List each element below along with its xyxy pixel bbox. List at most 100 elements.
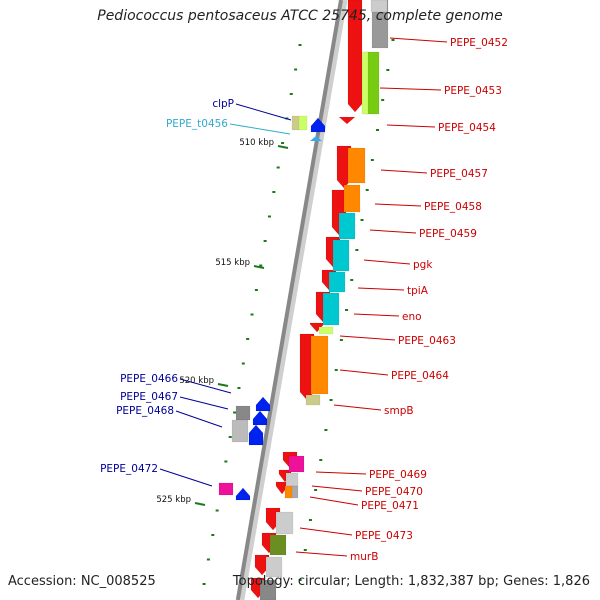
- gene-cog-box: [322, 292, 340, 326]
- leader-line-red: [311, 485, 363, 492]
- gene-arrow-blue: [255, 396, 271, 412]
- tick-dot: [281, 142, 285, 144]
- gene-cog-box: [370, 0, 388, 13]
- tick-dot: [254, 289, 258, 291]
- tick-dot: [319, 459, 323, 461]
- leader-line-left: [175, 410, 223, 428]
- kbp-tick: [194, 502, 206, 506]
- tick-dot: [355, 249, 359, 251]
- leader-line-red: [295, 551, 348, 557]
- gene-arrow-red: [254, 554, 270, 576]
- leader-line-red: [309, 496, 359, 506]
- gene-label-left: PEPE_0466: [120, 373, 178, 385]
- kbp-tick: [253, 265, 265, 269]
- gene-cog-box: [231, 419, 249, 443]
- gene-cog-box: [291, 485, 299, 499]
- gene-cog-box: [318, 326, 334, 335]
- leader-line-left: [235, 103, 292, 121]
- tick-dot: [345, 309, 349, 311]
- leader-line-left: [179, 396, 229, 410]
- gene-arrow-blue: [235, 487, 251, 501]
- tick-dot: [276, 166, 280, 169]
- gene-label-left: PEPE_t0456: [166, 118, 228, 130]
- gene-arrow-blue: [248, 424, 264, 446]
- gene-label-right: PEPE_0473: [355, 530, 413, 542]
- gene-label-left: PEPE_0468: [116, 405, 174, 417]
- tick-dot: [224, 460, 228, 463]
- tick-dot: [211, 534, 215, 536]
- tick-dot: [289, 93, 293, 95]
- kbp-tick-label: 520 kbp: [179, 376, 214, 386]
- gene-label-right: murB: [350, 551, 378, 563]
- gene-arrow-red: [347, 0, 363, 113]
- tick-dot: [324, 429, 328, 431]
- gene-label-right: PEPE_0453: [444, 85, 502, 97]
- kbp-tick-labels: 510 kbp 515 kbp 520 kbp 525 kbp: [156, 138, 274, 505]
- kbp-tick: [217, 383, 229, 387]
- gene-arrow-blue: [310, 117, 326, 133]
- tick-dot: [215, 509, 219, 512]
- trna-arrow: [310, 136, 322, 141]
- tick-dot: [303, 549, 307, 551]
- leader-line-left: [159, 468, 213, 487]
- tick-dot: [263, 240, 267, 242]
- gene-label-left: clpP: [212, 98, 234, 110]
- gene-label-left: PEPE_0467: [120, 391, 178, 403]
- gene-labels: PEPE_0452 PEPE_0453 PEPE_0454 PEPE_0457 PEPE…: [100, 37, 508, 563]
- leader-line-red: [357, 287, 405, 291]
- gene-cog-box: [265, 556, 283, 578]
- gene-cog-box: [218, 482, 234, 496]
- tick-dot: [267, 215, 271, 218]
- leader-line-red: [299, 527, 353, 536]
- gene-cog-box: [305, 394, 321, 406]
- tick-dot: [339, 339, 343, 341]
- leader-line-red: [339, 335, 396, 341]
- tick-dot: [314, 489, 318, 491]
- tick-dot: [206, 558, 210, 561]
- gene-cog-box: [347, 147, 366, 184]
- gene-label-right: PEPE_0457: [430, 168, 488, 180]
- kbp-tick-label: 525 kbp: [156, 495, 191, 505]
- gene-cog-box: [332, 239, 350, 272]
- gene-cog-box: [269, 534, 287, 556]
- gene-track: [218, 0, 389, 600]
- tick-dot: [294, 68, 298, 71]
- gene-label-right: PEPE_0471: [361, 500, 419, 512]
- kbp-tick-label: 515 kbp: [215, 258, 250, 268]
- gene-arrow-blue: [252, 410, 268, 426]
- gene-label-right: pgk: [413, 259, 433, 271]
- genome-backbone: [235, 0, 348, 600]
- tick-dot: [298, 44, 302, 46]
- gene-label-right: PEPE_0469: [369, 469, 427, 481]
- tick-dot: [228, 436, 232, 438]
- gene-cog-box: [338, 212, 356, 240]
- gene-label-right: PEPE_0463: [398, 335, 456, 347]
- gene-label-right: PEPE_0454: [438, 122, 496, 134]
- label-leader-lines: [159, 37, 448, 557]
- gene-cog-box: [275, 511, 294, 535]
- leader-line-red: [389, 37, 448, 43]
- leader-line-red: [374, 203, 422, 207]
- gene-cog-box: [285, 472, 299, 487]
- tick-dot: [241, 362, 245, 365]
- gene-cog-box: [310, 335, 329, 395]
- tick-dot: [259, 264, 263, 267]
- leader-line-red: [353, 313, 400, 317]
- gene-cog-box: [235, 405, 251, 421]
- gene-label-right: PEPE_0464: [391, 370, 449, 382]
- tick-dot: [233, 411, 237, 414]
- backbone-line: [235, 0, 343, 600]
- gene-label-right: PEPE_0452: [450, 37, 508, 49]
- leader-line-red: [369, 229, 417, 234]
- gene-cog-box: [328, 271, 346, 293]
- tick-dot: [365, 189, 369, 191]
- gene-cog-box: [343, 184, 361, 213]
- leader-line-red: [315, 471, 367, 475]
- gene-label-right: PEPE_0458: [424, 201, 482, 213]
- gene-label-left: PEPE_0472: [100, 463, 158, 475]
- gene-label-right: tpiA: [407, 285, 429, 297]
- tick-dot: [246, 338, 250, 340]
- leader-line-red: [339, 369, 389, 376]
- topology-text: Topology: circular; Length: 1,832,387 bp…: [232, 574, 590, 589]
